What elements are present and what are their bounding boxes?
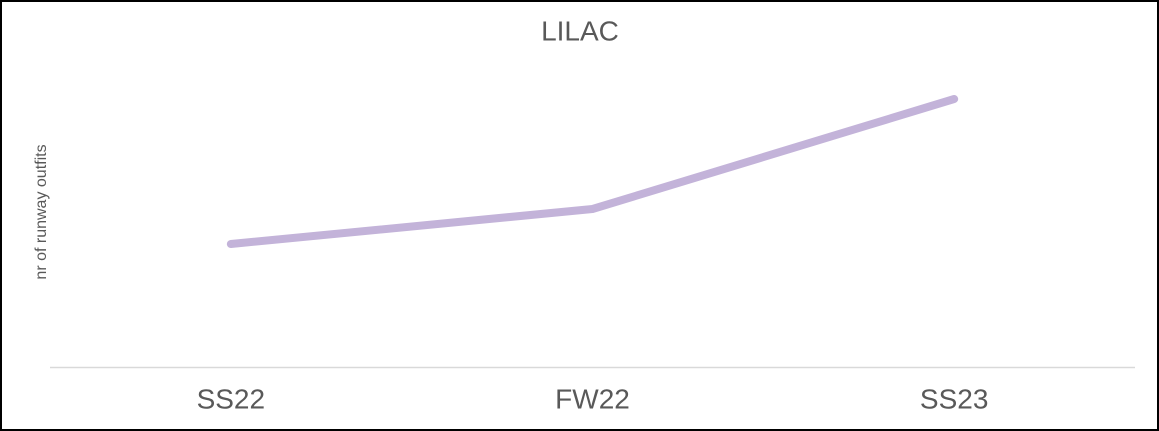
x-tick-label: SS23 [920,383,989,414]
line-series [226,95,959,248]
y-axis-label: nr of runway outfits [33,144,50,279]
chart-title: LILAC [541,15,619,46]
x-tick-label: FW22 [555,383,630,414]
x-tick-label: SS22 [197,383,266,414]
